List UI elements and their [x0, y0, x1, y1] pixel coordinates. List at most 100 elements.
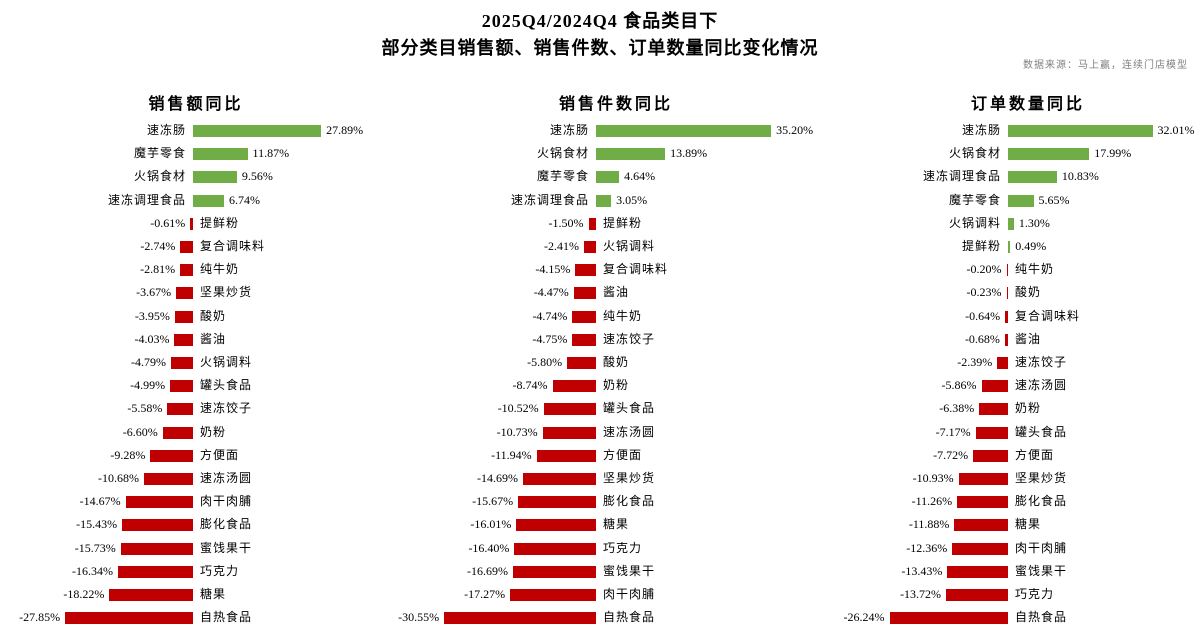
negative-bar [122, 519, 193, 532]
category-label: 速冻调理食品 [922, 169, 1001, 184]
bar-row: -17.27% 肉干肉脯 [385, 583, 830, 606]
value-label: 32.01% [1157, 123, 1195, 137]
category-label: 复合调味料 [603, 262, 669, 277]
value-label: -5.86% [941, 378, 977, 393]
value-label: -12.36% [906, 540, 948, 555]
value-label: -11.26% [911, 494, 953, 509]
negative-bar [125, 496, 193, 509]
category-label: 魔芋零食 [133, 146, 186, 161]
bar-row: -16.34% 巧克力 [10, 560, 385, 583]
bar-row: 9.56% 火锅食材 [10, 165, 385, 188]
bar-row: -16.69% 蜜饯果干 [385, 560, 830, 583]
category-label: 酱油 [200, 331, 227, 346]
value-label: 4.64% [624, 169, 656, 184]
positive-bar [596, 125, 772, 137]
value-label: -4.15% [535, 262, 571, 277]
bar-row: -4.74% 纯牛奶 [385, 305, 830, 328]
category-label: 纯牛奶 [1015, 262, 1055, 277]
bar-row: 11.87% 魔芋零食 [10, 142, 385, 165]
category-label: 速冻肠 [146, 123, 186, 137]
negative-bar [171, 357, 193, 369]
chart-panel-order-count-yoy: 订单数量同比 32.01% 速冻肠 17.99% 火锅食材 10.83% 速冻调理食品 5.6… [830, 85, 1198, 635]
value-label: -4.75% [532, 331, 568, 346]
category-label: 魔芋零食 [948, 192, 1001, 207]
category-label: 提鲜粉 [200, 215, 240, 230]
category-label: 速冻调理食品 [107, 192, 186, 207]
bar-row: -16.01% 糖果 [385, 513, 830, 536]
bar-row: -11.88% 糖果 [830, 513, 1198, 536]
category-label: 自热食品 [200, 610, 253, 625]
bar-row: 3.05% 速冻调理食品 [385, 189, 830, 212]
value-label: -15.67% [472, 494, 514, 509]
category-label: 速冻肠 [961, 123, 1001, 137]
category-label: 肉干肉脯 [200, 494, 253, 509]
category-label: 蜜饯果干 [603, 563, 656, 578]
value-label: -2.39% [957, 355, 993, 369]
value-label: -16.40% [468, 540, 510, 555]
bar-row: 27.89% 速冻肠 [10, 119, 385, 142]
negative-bar [512, 565, 596, 578]
bar-row: -4.47% 酱油 [385, 281, 830, 304]
negative-bar [167, 403, 193, 416]
category-label: 巧克力 [603, 540, 643, 555]
value-label: -14.67% [79, 494, 121, 509]
chart-panel-sales-amount-yoy: 销售额同比 27.89% 速冻肠 11.87% 魔芋零食 9.56% 火锅食材 6.74% 速冻… [10, 85, 385, 635]
bar-row: -11.26% 膨化食品 [830, 490, 1198, 513]
negative-bar [516, 519, 596, 532]
value-label: -4.74% [532, 308, 568, 323]
category-label: 方便面 [603, 447, 643, 462]
bar-row: -7.72% 方便面 [830, 444, 1198, 467]
value-label: -15.43% [76, 517, 118, 532]
bar-row: 6.74% 速冻调理食品 [10, 189, 385, 212]
value-label: -15.73% [74, 540, 116, 555]
bar-row: 32.01% 速冻肠 [830, 119, 1198, 142]
category-label: 复合调味料 [1015, 308, 1081, 323]
bar-row: -0.61% 提鲜粉 [10, 212, 385, 235]
value-label: -4.99% [130, 378, 166, 393]
negative-bar [514, 542, 596, 555]
positive-bar [596, 194, 612, 207]
bar-row: -2.39% 速冻饺子 [830, 351, 1198, 374]
category-label: 奶粉 [200, 424, 227, 439]
value-label: -10.52% [497, 401, 539, 416]
negative-bar [979, 403, 1008, 416]
value-label: -7.72% [933, 447, 969, 462]
bar-row: -13.72% 巧克力 [830, 583, 1198, 606]
bar-row: -2.41% 火锅调料 [385, 235, 830, 258]
bar-row: -10.73% 速冻汤圆 [385, 421, 830, 444]
category-label: 纯牛奶 [200, 262, 240, 277]
value-label: -10.68% [97, 471, 139, 485]
value-label: 0.49% [1015, 239, 1047, 253]
negative-bar [117, 565, 193, 578]
category-label: 巧克力 [1015, 587, 1055, 601]
bar-row: -2.74% 复合调味料 [10, 235, 385, 258]
value-label: 1.30% [1018, 215, 1050, 230]
bar-row: -7.17% 罐头食品 [830, 421, 1198, 444]
negative-bar [575, 264, 596, 277]
category-label: 火锅调料 [603, 239, 656, 253]
value-label: 6.74% [228, 192, 260, 207]
bar-row: -8.74% 奶粉 [385, 374, 830, 397]
bar-row: -15.43% 膨化食品 [10, 513, 385, 536]
category-label: 膨化食品 [200, 517, 253, 532]
value-label: -13.43% [901, 563, 943, 578]
bar-row: -0.68% 酱油 [830, 328, 1198, 351]
value-label: -6.38% [939, 401, 975, 416]
category-label: 速冻饺子 [1015, 355, 1068, 369]
category-label: 酸奶 [200, 308, 227, 323]
negative-bar [952, 542, 1008, 555]
bar-row: -18.22% 糖果 [10, 583, 385, 606]
bar-row: 5.65% 魔芋零食 [830, 189, 1198, 212]
negative-bar [536, 449, 596, 462]
value-label: -4.47% [533, 285, 569, 300]
negative-bar [109, 589, 193, 601]
bar-row: 4.64% 魔芋零食 [385, 165, 830, 188]
bar-row: -30.55% 自热食品 [385, 606, 830, 629]
negative-bar [522, 473, 596, 485]
category-label: 火锅食材 [536, 146, 589, 161]
bar-row: -6.60% 奶粉 [10, 421, 385, 444]
value-label: -8.74% [512, 378, 548, 393]
positive-bar [1008, 241, 1011, 253]
bar-row: -1.50% 提鲜粉 [385, 212, 830, 235]
positive-bar [193, 148, 248, 161]
